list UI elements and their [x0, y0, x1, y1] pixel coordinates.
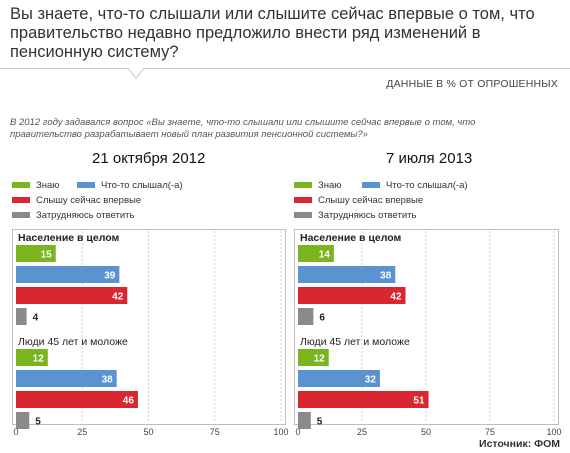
bar-heard	[298, 370, 380, 387]
chart-title-2012: 21 октября 2012	[92, 150, 206, 167]
legend-heard: Что-то слышал(-а)	[77, 180, 183, 191]
legend-swatch	[294, 182, 312, 189]
legend-hard-to-answer: Затрудняюсь ответить	[12, 210, 134, 221]
x-tick-label: 100	[273, 427, 288, 437]
header-divider	[0, 68, 570, 79]
bar-first_time	[16, 287, 128, 304]
legend-first-time: Слышу сейчас впервые	[294, 195, 423, 206]
bar-hard	[298, 412, 311, 429]
bar-know	[16, 245, 56, 262]
survey-question: Вы знаете, что-то слышали или слышите се…	[10, 5, 535, 61]
legend-swatch	[77, 182, 95, 189]
data-label: 38	[102, 375, 114, 386]
data-label: 39	[104, 271, 116, 282]
x-tick-label: 100	[546, 427, 561, 437]
bar-heard	[16, 266, 120, 283]
data-label: 38	[380, 271, 392, 282]
group-label: Население в целом	[18, 232, 120, 244]
bar-first_time	[298, 287, 406, 304]
data-label: 15	[41, 250, 53, 261]
x-tick-label: 25	[357, 427, 367, 437]
legend-swatch	[362, 182, 380, 189]
data-label: 42	[112, 292, 124, 303]
bar-hard	[298, 308, 314, 325]
data-label: 12	[314, 354, 326, 365]
data-label: 6	[319, 313, 325, 324]
legend-know: Знаю	[12, 180, 59, 191]
x-tick-label: 50	[143, 427, 153, 437]
unit-note: ДАННЫЕ В % ОТ ОПРОШЕННЫХ	[386, 78, 558, 90]
legend-swatch	[12, 212, 30, 219]
bar-know	[298, 245, 334, 262]
x-tick-label: 0	[295, 427, 300, 437]
data-label: 32	[365, 375, 377, 386]
data-label: 5	[317, 417, 323, 428]
x-tick-label: 0	[13, 427, 18, 437]
bar-heard	[298, 266, 396, 283]
bar-heard	[16, 370, 117, 387]
bar-know	[16, 349, 48, 366]
legend-first-time: Слышу сейчас впервые	[12, 195, 141, 206]
group-label: Население в целом	[300, 232, 402, 244]
data-label: 5	[35, 417, 41, 428]
legend-swatch	[294, 197, 312, 204]
legend-swatch	[12, 197, 30, 204]
data-label: 4	[33, 313, 39, 324]
data-label: 14	[319, 250, 331, 261]
legend-swatch	[12, 182, 30, 189]
x-tick-label: 75	[210, 427, 220, 437]
data-label: 12	[33, 354, 45, 365]
legend-swatch	[294, 212, 312, 219]
bar-first_time	[298, 391, 429, 408]
legend-hard-to-answer: Затрудняюсь ответить	[294, 210, 416, 221]
x-tick-label: 75	[485, 427, 495, 437]
group-label: Люди 45 лет и моложе	[18, 336, 128, 348]
bar-know	[298, 349, 329, 366]
x-tick-label: 50	[421, 427, 431, 437]
data-label: 51	[413, 396, 425, 407]
bar-hard	[16, 308, 27, 325]
data-label: 42	[390, 292, 402, 303]
x-tick-label: 25	[77, 427, 87, 437]
chart-title-2013: 7 июля 2013	[386, 150, 473, 167]
data-label: 46	[123, 396, 135, 407]
question-context-note: В 2012 году задавался вопрос «Вы знаете,…	[10, 117, 476, 140]
bar-first_time	[16, 391, 138, 408]
legend-know: Знаю	[294, 180, 341, 191]
legend-heard: Что-то слышал(-а)	[362, 180, 468, 191]
source-note: Источник: ФОМ	[479, 438, 560, 450]
bar-hard	[16, 412, 30, 429]
group-label: Люди 45 лет и моложе	[300, 336, 410, 348]
